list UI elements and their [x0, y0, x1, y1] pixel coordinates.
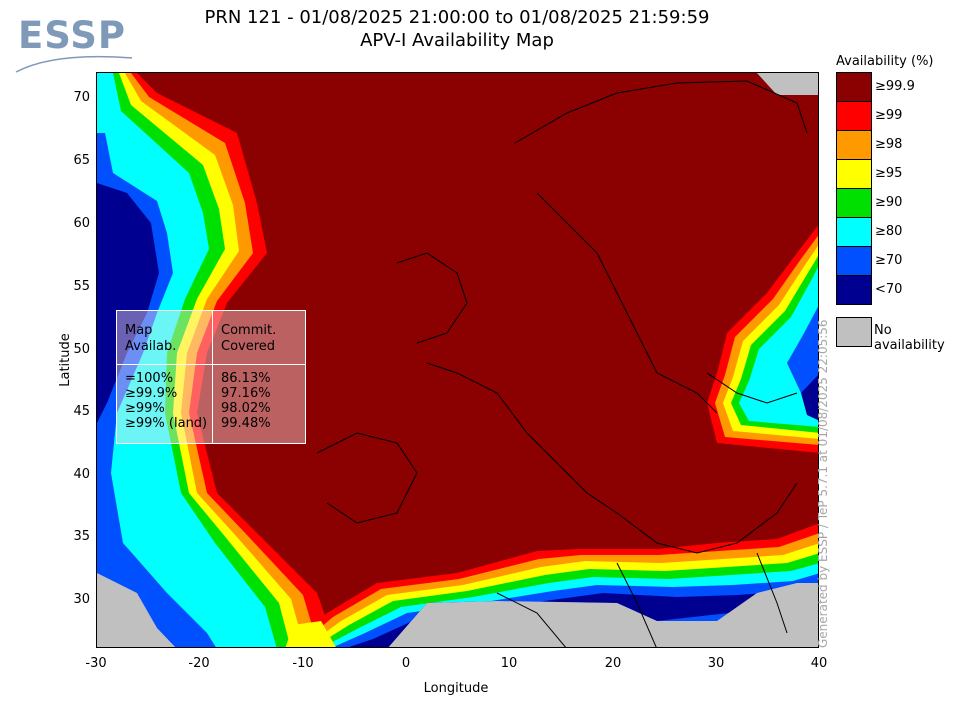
- ytick-35: 35: [73, 529, 90, 544]
- xtick-0: 0: [401, 656, 411, 671]
- coast-france-italy: [426, 362, 618, 514]
- south-band-navy: [349, 583, 818, 647]
- sw-patch-yellow: [285, 621, 336, 647]
- xtick-10: 10: [500, 656, 518, 671]
- table-header-commit-covered: Commit. Covered: [221, 323, 277, 354]
- table-divider-h: [117, 364, 305, 365]
- availability-map: [96, 72, 819, 648]
- table-row-value: 86.13%: [221, 371, 271, 386]
- ytick-45: 45: [73, 404, 90, 419]
- table-row-value: 98.02%: [221, 401, 271, 416]
- legend-swatch-98: [837, 131, 871, 160]
- legend-swatch-70: [837, 247, 871, 276]
- xtick-neg10: -10: [292, 656, 314, 671]
- legend-label-90: ≥90: [875, 195, 903, 210]
- legend-label-99: ≥99: [875, 108, 903, 123]
- legend-label-95: ≥95: [875, 166, 903, 181]
- ytick-60: 60: [73, 216, 90, 231]
- generation-credit: Generated by ESSP / TeP 5.7.1 at 01/08/2…: [816, 319, 830, 648]
- table-row-value: 99.48%: [221, 416, 271, 431]
- ytick-55: 55: [73, 279, 90, 294]
- ytick-70: 70: [73, 90, 90, 105]
- xtick-neg30: -30: [85, 656, 107, 671]
- no-avail-s-top: [388, 583, 818, 647]
- title-line-2: APV-I Availability Map: [360, 30, 554, 51]
- ytick-40: 40: [73, 467, 90, 482]
- east-band-navy: [801, 375, 818, 421]
- coast-baltic: [536, 192, 718, 414]
- coastlines: [316, 80, 808, 647]
- table-col-labels: =100% ≥99.9% ≥99% ≥99% (land): [125, 371, 207, 431]
- no-avail-sw-top: [97, 573, 176, 647]
- coast-blacksea: [706, 372, 798, 404]
- coast-balkans: [616, 482, 798, 554]
- legend-label-70: ≥70: [875, 253, 903, 268]
- ytick-65: 65: [73, 153, 90, 168]
- table-row-label: ≥99% (land): [125, 416, 208, 431]
- table-divider-v: [212, 311, 213, 443]
- coast-scandinavia: [514, 80, 808, 144]
- table-row-value: 97.16%: [221, 386, 271, 401]
- legend-swatch-lt70: [837, 276, 871, 304]
- legend-swatch-99: [837, 102, 871, 131]
- title-line-1: PRN 121 - 01/08/2025 21:00:00 to 01/08/2…: [204, 7, 710, 28]
- y-axis-label: Latitude: [58, 333, 73, 387]
- xtick-neg20: -20: [188, 656, 210, 671]
- table-row-label: ≥99.9%: [125, 386, 178, 401]
- table-header-map-availab: Map Availab.: [125, 323, 177, 354]
- xtick-40: 40: [810, 656, 828, 671]
- page-title: PRN 121 - 01/08/2025 21:00:00 to 01/08/2…: [0, 6, 914, 52]
- legend-label-no-availability: No availability: [874, 323, 945, 353]
- border-africa-1: [496, 592, 566, 647]
- coast-britain: [396, 252, 468, 344]
- availability-stats-table: Map Availab. Commit. Covered =100% ≥99.9…: [116, 310, 306, 444]
- x-axis-label: Longitude: [423, 681, 489, 696]
- xtick-30: 30: [707, 656, 725, 671]
- legend-swatch-no-availability: [836, 317, 872, 347]
- table-row-label: =100%: [125, 371, 174, 386]
- legend-labels: ≥99.9 ≥99 ≥98 ≥95 ≥90 ≥80 ≥70 <70: [875, 72, 915, 304]
- legend-label-999: ≥99.9: [875, 79, 915, 94]
- east-band-blue: [787, 306, 818, 401]
- logo-text: ESSP: [18, 14, 127, 57]
- no-avail-ne: [757, 73, 818, 95]
- legend-swatch-999: [837, 73, 871, 102]
- coast-levant: [756, 552, 788, 634]
- essp-logo: ESSP: [14, 14, 134, 80]
- west-band-navy: [97, 183, 159, 423]
- legend-title: Availability (%): [836, 54, 934, 69]
- legend-label-98: ≥98: [875, 137, 903, 152]
- logo-swoosh-icon: [15, 55, 133, 73]
- coast-iberia: [316, 432, 418, 524]
- legend-swatch-90: [837, 189, 871, 218]
- border-africa-2: [616, 562, 657, 647]
- legend-label-80: ≥80: [875, 224, 903, 239]
- map-canvas: [97, 73, 818, 647]
- table-row-label: ≥99%: [125, 401, 165, 416]
- legend-swatch-80: [837, 218, 871, 247]
- xtick-20: 20: [604, 656, 622, 671]
- legend-label-lt70: <70: [875, 282, 903, 297]
- ytick-30: 30: [73, 592, 90, 607]
- legend-swatch-95: [837, 160, 871, 189]
- table-col-values: 86.13% 97.16% 98.02% 99.48%: [221, 371, 271, 431]
- color-legend: [836, 72, 872, 305]
- ytick-50: 50: [73, 342, 90, 357]
